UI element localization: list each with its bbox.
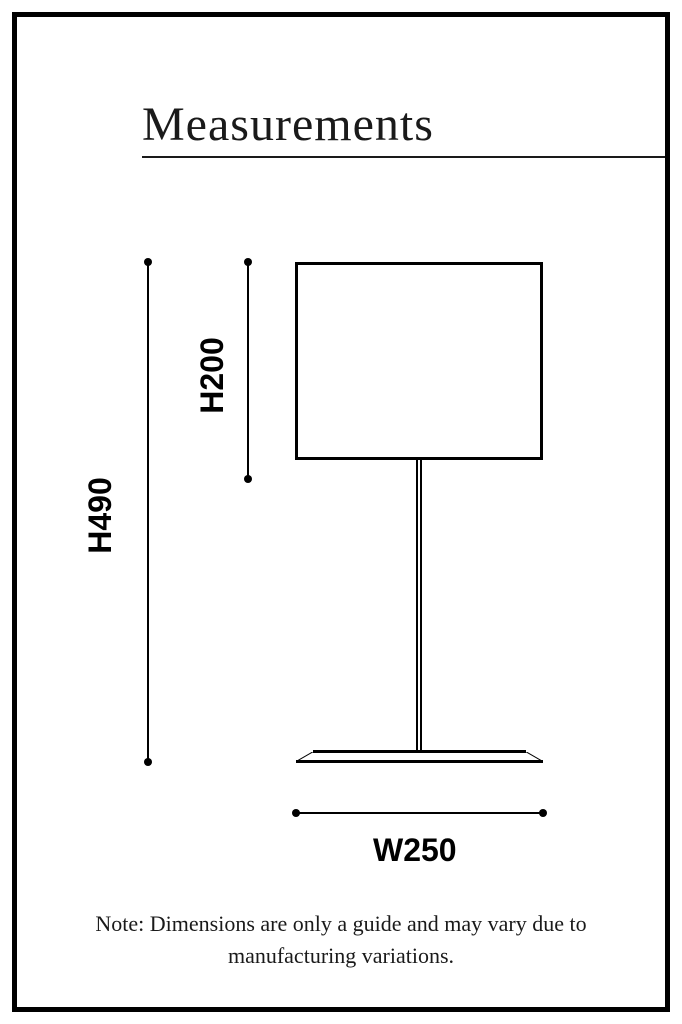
lamp-base-bottom [296,760,543,763]
lamp-base-top [313,750,526,753]
lamp-pole [416,460,422,750]
dim-label-h200: H200 [194,337,231,414]
dim-line-w250 [296,812,543,814]
lamp-shade [295,262,543,460]
title: Measurements [142,97,665,158]
dim-label-h490: H490 [82,477,119,554]
footnote: Note: Dimensions are only a guide and ma… [77,908,605,972]
dimension-diagram: H490 H200 W250 [17,242,665,892]
dim-line-h200 [247,262,249,479]
dim-line-h490 [147,262,149,762]
dim-label-w250: W250 [373,832,457,869]
measurement-card: Measurements H490 H200 W250 Note: Dimens… [12,12,670,1012]
